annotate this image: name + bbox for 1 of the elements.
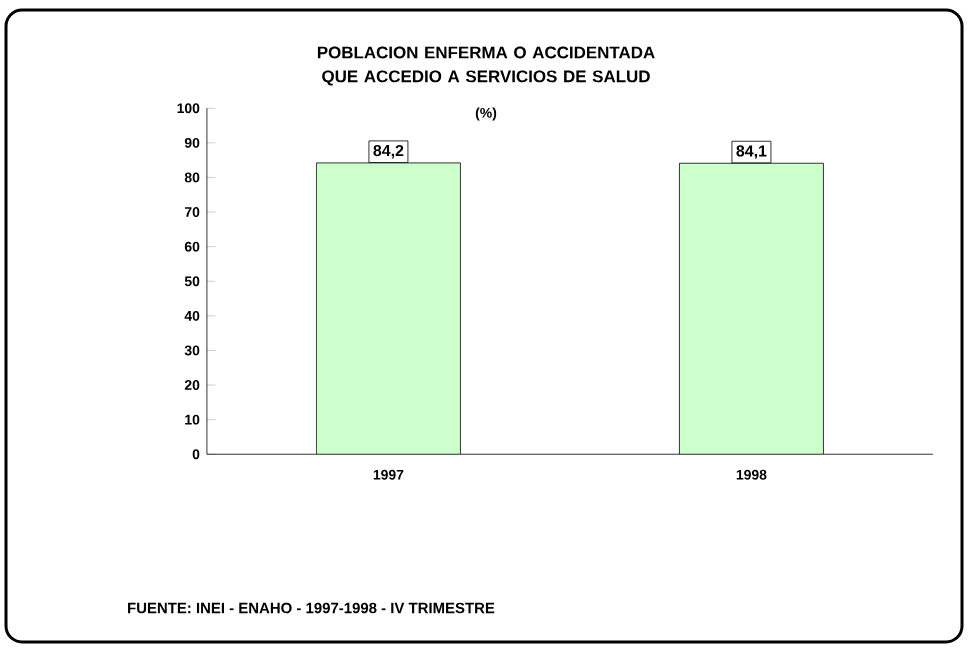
chart-title: POBLACION ENFERMA O ACCIDENTADA QUE ACCEDIO A SERVICIOS DE SALUD bbox=[317, 46, 655, 86]
